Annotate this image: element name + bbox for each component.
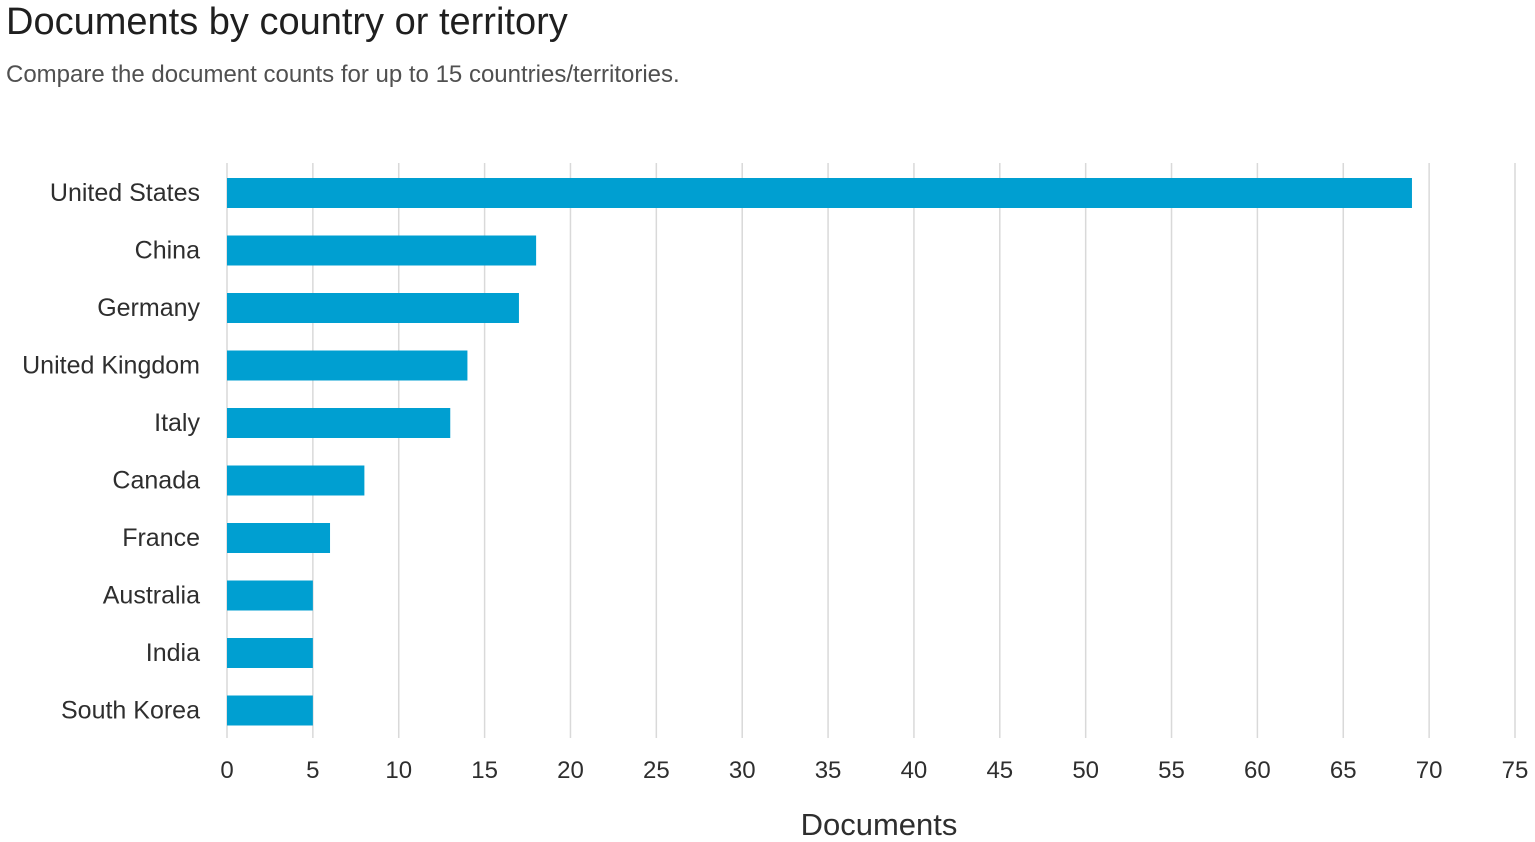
x-tick-label: 35 bbox=[815, 757, 842, 784]
category-label: South Korea bbox=[61, 697, 200, 725]
x-tick-labels: 0 5 10 15 20 25 30 35 40 45 50 55 60 65 70 75 bbox=[220, 757, 1528, 784]
x-tick-label: 15 bbox=[471, 757, 498, 784]
category-label: Canada bbox=[112, 467, 200, 495]
x-tick-label: 40 bbox=[901, 757, 928, 784]
x-tick-label: 70 bbox=[1416, 757, 1443, 784]
bars bbox=[227, 178, 1412, 726]
category-labels: United States China Germany United Kingdom I… bbox=[22, 179, 200, 725]
bar[interactable] bbox=[227, 523, 331, 553]
category-label: Australia bbox=[103, 582, 200, 610]
category-label: Italy bbox=[154, 409, 200, 437]
x-tick-label: 0 bbox=[220, 757, 233, 784]
bar[interactable] bbox=[227, 235, 537, 266]
category-label: United Kingdom bbox=[22, 352, 200, 380]
bar[interactable] bbox=[227, 350, 468, 381]
category-label: France bbox=[122, 524, 200, 552]
x-axis-label: Documents bbox=[801, 807, 958, 842]
bar[interactable] bbox=[227, 695, 313, 726]
bar[interactable] bbox=[227, 465, 365, 496]
x-tick-label: 10 bbox=[385, 757, 412, 784]
category-label: India bbox=[146, 639, 200, 667]
chart-subtitle: Compare the document counts for up to 15… bbox=[6, 61, 680, 88]
category-label: United States bbox=[50, 179, 200, 207]
bar[interactable] bbox=[227, 178, 1412, 208]
x-tick-label: 50 bbox=[1072, 757, 1099, 784]
x-tick-label: 30 bbox=[729, 757, 756, 784]
bar[interactable] bbox=[227, 293, 519, 323]
x-tick-label: 75 bbox=[1502, 757, 1529, 784]
x-tick-label: 20 bbox=[557, 757, 584, 784]
x-tick-label: 45 bbox=[986, 757, 1013, 784]
bar[interactable] bbox=[227, 580, 313, 611]
bar[interactable] bbox=[227, 638, 313, 668]
x-tick-label: 65 bbox=[1330, 757, 1357, 784]
gridlines bbox=[226, 163, 1516, 738]
x-tick-label: 55 bbox=[1158, 757, 1185, 784]
category-label: Germany bbox=[97, 294, 200, 322]
x-tick-label: 60 bbox=[1244, 757, 1271, 784]
category-label: China bbox=[135, 237, 200, 265]
x-tick-label: 5 bbox=[306, 757, 319, 784]
chart-title: Documents by country or territory bbox=[6, 1, 568, 43]
x-tick-label: 25 bbox=[643, 757, 670, 784]
bar[interactable] bbox=[227, 408, 451, 438]
